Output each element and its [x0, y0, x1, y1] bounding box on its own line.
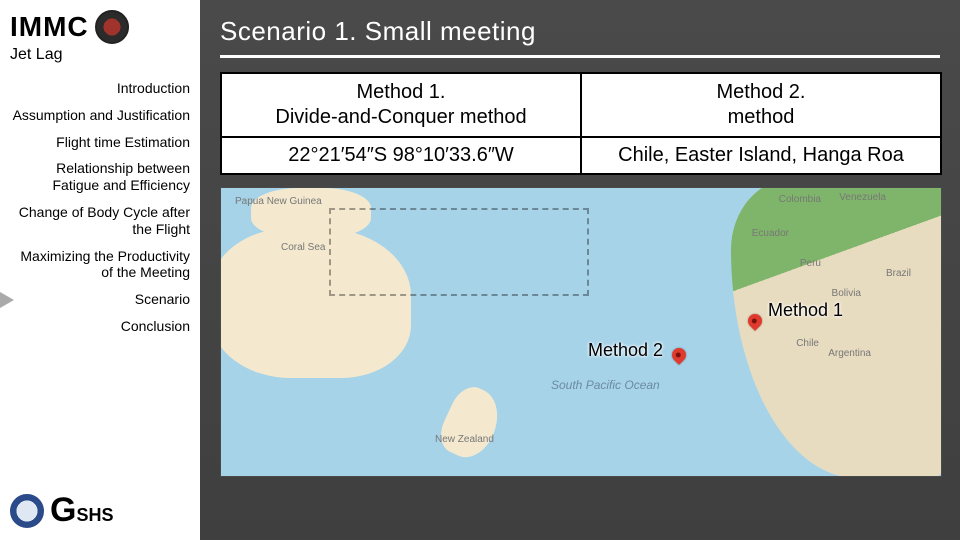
lbl-ocean: South Pacific Ocean	[551, 378, 660, 392]
lbl-png: Papua New Guinea	[235, 196, 322, 207]
sidebar-subtitle: Jet Lag	[10, 46, 192, 64]
lbl-argentina: Argentina	[828, 348, 871, 359]
sidebar-footer: GSHS	[10, 491, 192, 530]
map: Papua New Guinea Coral Sea New Zealand S…	[220, 187, 942, 477]
school-code: GSHS	[50, 491, 113, 530]
main-panel: Scenario 1. Small meeting Method 1. Divi…	[200, 0, 960, 540]
nav-conclusion[interactable]: Conclusion	[10, 318, 192, 335]
table-header-row: Method 1. Divide-and-Conquer method Meth…	[221, 73, 941, 137]
active-marker-icon	[0, 292, 14, 308]
th-method1: Method 1. Divide-and-Conquer method	[221, 73, 581, 137]
th-method1-sub: Divide-and-Conquer method	[275, 106, 526, 128]
pin-method2	[669, 345, 689, 365]
nav-productivity[interactable]: Maximizing the Productivity of the Meeti…	[10, 248, 192, 282]
route-box	[329, 208, 589, 296]
lbl-brazil: Brazil	[886, 268, 911, 279]
nav-scenario-label: Scenario	[135, 291, 190, 307]
immc-logo-icon	[95, 10, 129, 44]
map-land-nz	[434, 381, 509, 466]
lbl-nz: New Zealand	[435, 434, 494, 445]
nav-assumption[interactable]: Assumption and Justification	[10, 107, 192, 124]
nav-fatigue[interactable]: Relationship between Fatigue and Efficie…	[10, 160, 192, 194]
page-title: Scenario 1. Small meeting	[220, 16, 940, 58]
pin-method1-label: Method 1	[768, 300, 843, 321]
lbl-peru: Peru	[800, 258, 821, 269]
nav-introduction[interactable]: Introduction	[10, 80, 192, 97]
nav-scenario[interactable]: Scenario	[10, 291, 192, 308]
lbl-bolivia: Bolivia	[832, 288, 861, 299]
methods-table: Method 1. Divide-and-Conquer method Meth…	[220, 72, 942, 175]
lbl-colombia: Colombia	[779, 194, 821, 205]
cell-place: Chile, Easter Island, Hanga Roa	[581, 137, 941, 174]
nav-body-cycle[interactable]: Change of Body Cycle after the Flight	[10, 204, 192, 238]
cell-coords: 22°21′54″S 98°10′33.6″W	[221, 137, 581, 174]
app-title: IMMC	[10, 11, 89, 43]
th-method2-sub: method	[728, 106, 795, 128]
nav-flight-time[interactable]: Flight time Estimation	[10, 134, 192, 151]
th-method1-title: Method 1.	[357, 81, 446, 103]
pin-method2-label: Method 2	[588, 340, 663, 361]
lbl-ecuador: Ecuador	[752, 228, 789, 239]
sidebar-nav: Introduction Assumption and Justificatio…	[10, 80, 192, 491]
lbl-chile: Chile	[796, 338, 819, 349]
th-method2: Method 2. method	[581, 73, 941, 137]
school-badge-icon	[10, 494, 44, 528]
sidebar: IMMC Jet Lag Introduction Assumption and…	[0, 0, 200, 540]
lbl-coral: Coral Sea	[281, 242, 325, 253]
sidebar-header: IMMC	[10, 10, 192, 44]
table-row: 22°21′54″S 98°10′33.6″W Chile, Easter Is…	[221, 137, 941, 174]
lbl-venezuela: Venezuela	[839, 192, 886, 203]
th-method2-title: Method 2.	[717, 81, 806, 103]
